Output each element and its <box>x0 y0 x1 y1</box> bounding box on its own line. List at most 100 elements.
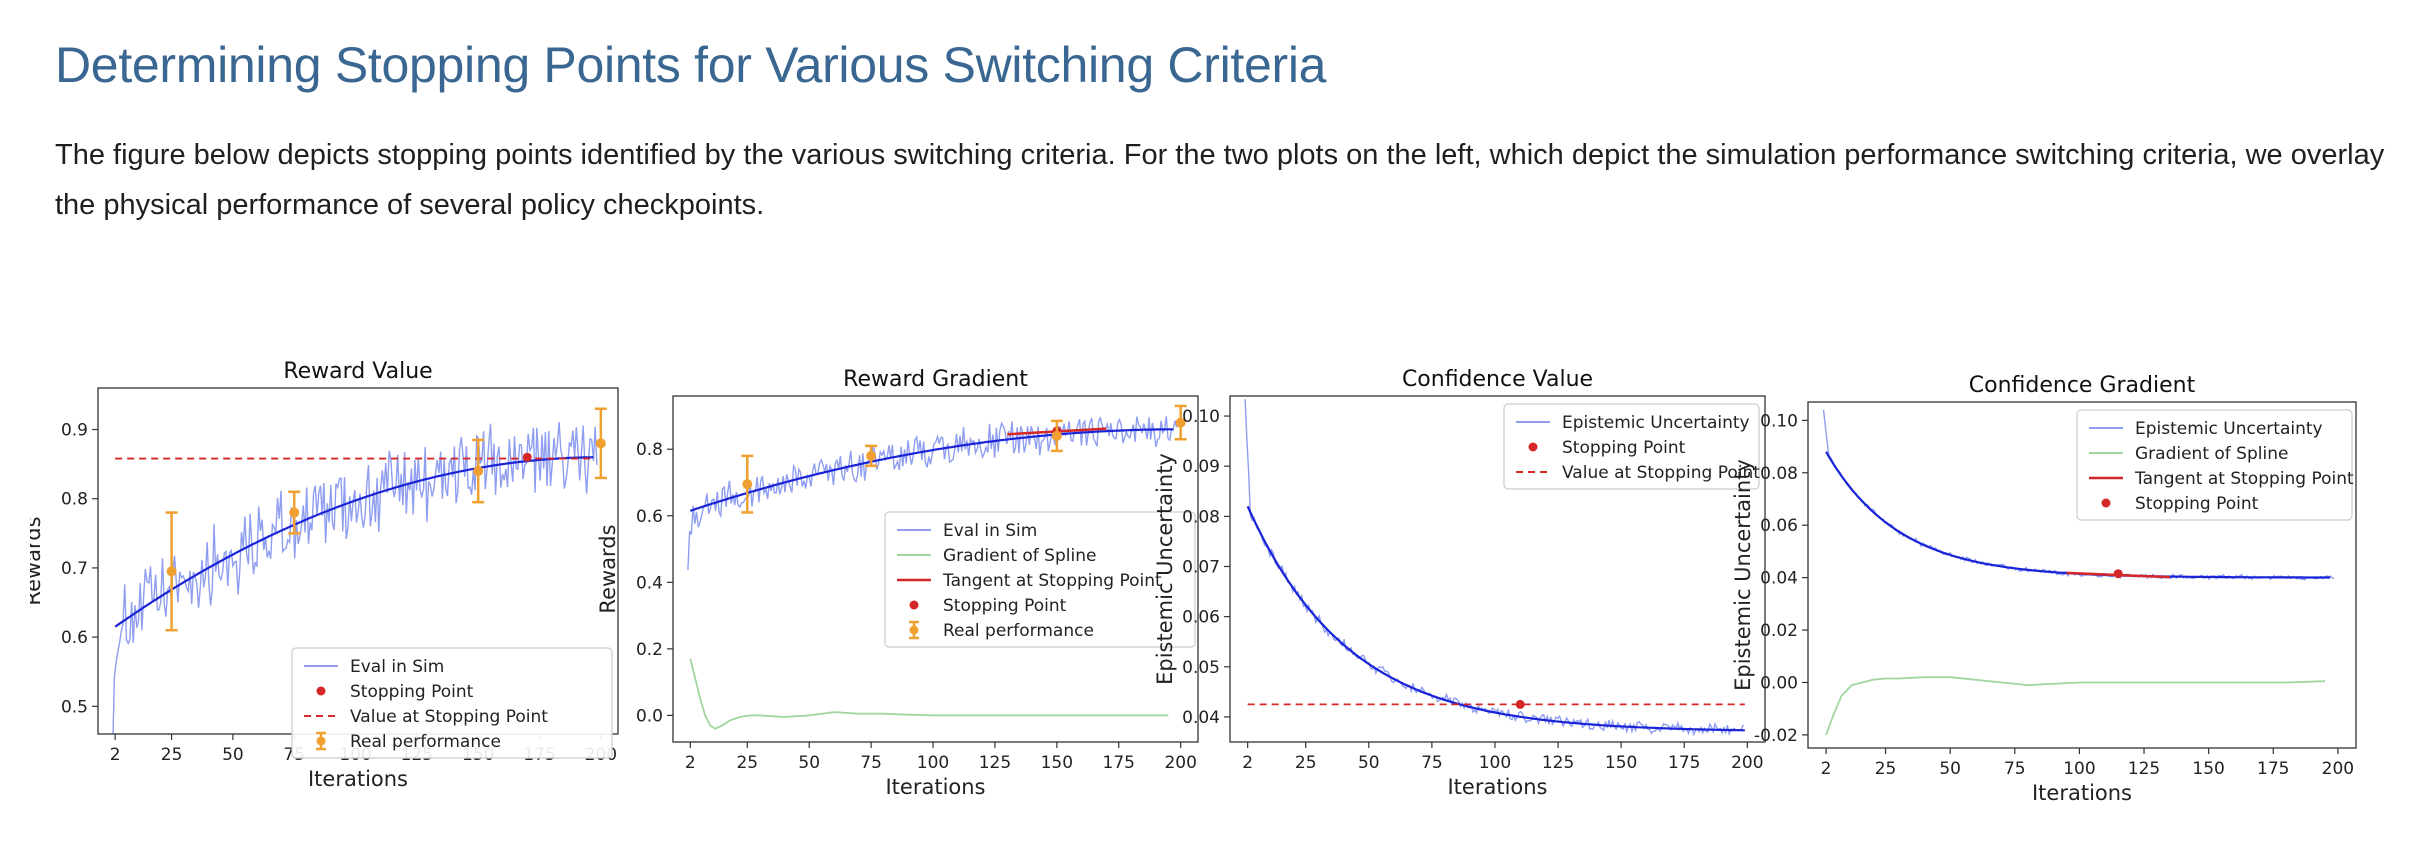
x-axis-label: Iterations <box>308 767 408 791</box>
legend-label: Tangent at Stopping Point <box>942 571 1162 591</box>
stopping-point <box>1515 699 1525 709</box>
y-tick-label: 0.7 <box>61 559 88 579</box>
legend-label: Value at Stopping Point <box>1562 463 1760 483</box>
real-performance-point <box>1174 404 1187 441</box>
y-tick-label: 0.6 <box>636 507 663 527</box>
legend-label: Epistemic Uncertainty <box>2135 419 2323 439</box>
chart-title: Reward Value <box>283 359 432 384</box>
x-tick-label: 75 <box>2004 759 2026 779</box>
x-tick-label: 75 <box>1421 753 1443 773</box>
legend-label: Gradient of Spline <box>943 546 1096 566</box>
y-tick-label: 0.00 <box>1760 673 1798 693</box>
chart-title: Reward Gradient <box>843 367 1028 392</box>
page-title: Determining Stopping Points for Various … <box>55 37 1327 93</box>
real-performance-point <box>741 454 754 514</box>
axes-frame <box>672 395 1199 743</box>
legend: Eval in Sim Gradient of Spline Tangent at … <box>884 511 1196 648</box>
legend-label: Real performance <box>943 621 1094 641</box>
fit-line <box>689 428 1174 512</box>
y-tick-label: 0.6 <box>61 628 88 648</box>
y-tick-label: 0.4 <box>636 573 663 593</box>
legend-label: Eval in Sim <box>943 521 1037 541</box>
legend-label: Stopping Point <box>2135 494 2259 514</box>
x-tick-label: 150 <box>1041 753 1073 773</box>
axes-frame <box>1229 395 1766 743</box>
x-tick-label: 200 <box>1164 753 1196 773</box>
x-tick-label: 2 <box>110 745 121 765</box>
stopping-point <box>2113 569 2123 579</box>
legend-label: Epistemic Uncertainty <box>1562 413 1750 433</box>
x-tick-label: 100 <box>917 753 949 773</box>
legend-label: Stopping Point <box>1562 438 1686 458</box>
gradient-line <box>1825 676 2326 736</box>
x-tick-label: 25 <box>736 753 758 773</box>
figure: 2 25 50 75 100 125 150 175 200 0.5 0.6 0.7 0.8 0.9 Rew… <box>30 359 2357 805</box>
x-tick-label: 175 <box>1668 753 1700 773</box>
y-axis-label: Rewards <box>30 516 45 605</box>
x-tick-label: 25 <box>1875 759 1897 779</box>
x-tick-label: 50 <box>1358 753 1380 773</box>
y-axis-label: Epistemic Uncertainty <box>1153 453 1177 685</box>
stopping-point <box>522 452 532 462</box>
plot-area <box>112 407 607 734</box>
plot-area <box>1244 399 1745 737</box>
x-tick-label: 25 <box>161 745 183 765</box>
y-axis-label: Epistemic Uncertainty <box>1731 459 1755 691</box>
y-tick-label: 0.04 <box>1182 708 1220 728</box>
y-tick-label: -0.02 <box>1754 726 1798 746</box>
chart-4: 2 25 50 75 100 125 150 175 200 -0.02 0.00 0.02 0.04 0… <box>1731 373 2357 805</box>
real-performance-point <box>472 438 485 504</box>
legend-label: Stopping Point <box>350 682 474 702</box>
legend-label: Stopping Point <box>943 596 1067 616</box>
x-axis-label: Iterations <box>2032 781 2132 805</box>
real-performance-point <box>288 490 301 535</box>
y-tick-label: 0.02 <box>1760 621 1798 641</box>
y-tick-label: 0.09 <box>1182 457 1220 477</box>
y-tick-label: 0.06 <box>1182 608 1220 628</box>
x-tick-label: 2 <box>1821 759 1832 779</box>
x-tick-label: 50 <box>222 745 244 765</box>
chart-1: 22550751001251501752000.50.60.70.80.9Rew… <box>30 359 619 791</box>
legend-label: Real performance <box>350 732 501 752</box>
fit-line <box>114 456 594 628</box>
y-tick-label: 0.08 <box>1760 464 1798 484</box>
y-axis-label: Rewards <box>596 524 620 613</box>
axes-frame <box>1807 401 2357 749</box>
x-tick-label: 125 <box>1542 753 1574 773</box>
legend-label: Value at Stopping Point <box>350 707 548 727</box>
chart-title: Confidence Gradient <box>1969 373 2196 398</box>
x-tick-label: 25 <box>1295 753 1317 773</box>
chart-2: 2 25 50 75 100 125 150 175 200 0.0 0.2 0.4 0.6 0.8 Rew… <box>596 367 1199 799</box>
sim-line <box>687 416 1178 571</box>
y-tick-label: 0.8 <box>61 490 88 510</box>
gradient-line <box>689 658 1169 730</box>
y-tick-label: 0.9 <box>61 421 88 441</box>
y-tick-label: 0.08 <box>1182 507 1220 527</box>
y-tick-label: 0.07 <box>1182 557 1220 577</box>
chart-3: 2 25 50 75 100 125 150 175 200 0.04 0.05 0.06 0.07 0.… <box>1153 367 1766 799</box>
x-tick-label: 150 <box>2192 759 2224 779</box>
y-tick-label: 0.8 <box>636 440 663 460</box>
x-tick-label: 150 <box>1605 753 1637 773</box>
sim-line <box>1244 399 1744 737</box>
chart-title: Confidence Value <box>1402 367 1593 392</box>
legend-label: Tangent at Stopping Point <box>2134 469 2354 489</box>
x-axis-label: Iterations <box>885 775 985 799</box>
y-tick-label: 0.0 <box>636 706 663 726</box>
y-tick-label: 0.5 <box>61 697 88 717</box>
x-tick-label: 50 <box>1939 759 1961 779</box>
sim-line <box>112 422 598 734</box>
real-performance-point <box>594 407 607 480</box>
y-tick-label: 0.10 <box>1760 411 1798 431</box>
legend-label: Eval in Sim <box>350 657 444 677</box>
x-tick-label: 2 <box>685 753 696 773</box>
x-tick-label: 100 <box>1479 753 1511 773</box>
x-tick-label: 125 <box>2128 759 2160 779</box>
y-tick-label: 0.10 <box>1182 407 1220 427</box>
x-axis-label: Iterations <box>1447 775 1547 799</box>
x-tick-label: 100 <box>2063 759 2095 779</box>
plot-area <box>1822 409 2335 736</box>
intro-paragraph: The figure below depicts stopping points… <box>55 139 2385 221</box>
legend: Epistemic Uncertainty Stopping Point Value… <box>1503 403 1760 490</box>
plot-area <box>687 404 1187 730</box>
